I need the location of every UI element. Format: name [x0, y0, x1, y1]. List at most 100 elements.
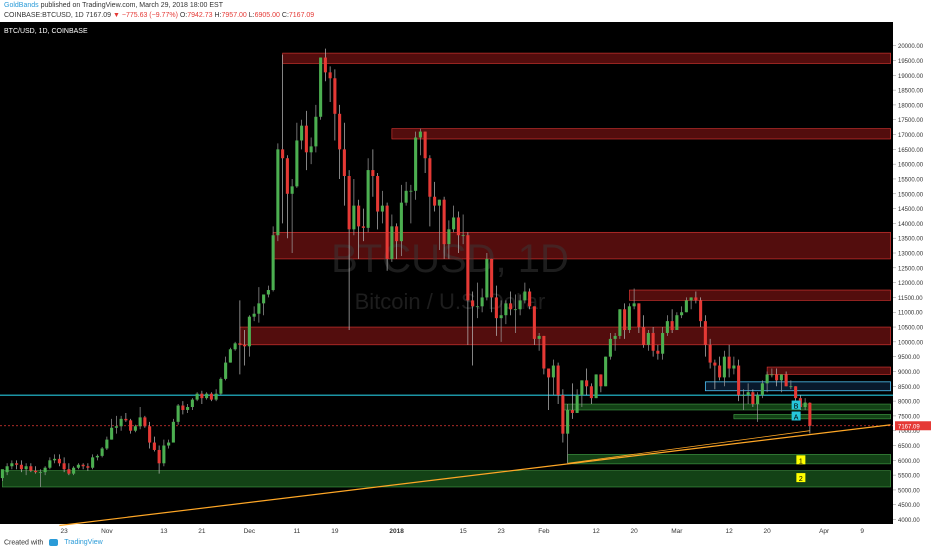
x-tick-label: 21: [198, 528, 206, 535]
candle-body: [371, 170, 375, 177]
last-price: 7167.09: [85, 12, 112, 19]
candle-body: [357, 205, 361, 227]
candle-body: [124, 418, 128, 421]
candle-body: [309, 146, 313, 153]
tradingview-logo-icon: [49, 539, 59, 546]
candle-body: [604, 356, 608, 387]
candle-body: [585, 380, 589, 387]
candle-body: [613, 335, 617, 339]
candle-body: [504, 303, 508, 316]
candle-body: [252, 313, 256, 317]
candle-body: [24, 466, 28, 470]
candle-body: [171, 421, 175, 443]
candle-body: [442, 199, 446, 245]
open-value: 7942.73: [187, 12, 213, 19]
candle-body: [542, 335, 546, 369]
tradingview-link[interactable]: TradingView: [64, 539, 103, 547]
candle-body: [537, 335, 541, 339]
candle-body: [399, 202, 403, 242]
candle-body: [513, 309, 517, 311]
candle-body: [708, 344, 712, 363]
candle-body: [314, 116, 318, 147]
candle-body: [72, 467, 76, 474]
candle-body: [243, 344, 247, 347]
y-tick-label: 4500.00: [898, 503, 920, 509]
candle-body: [62, 463, 66, 470]
x-tick-label: 9: [860, 528, 864, 535]
candle-body: [266, 290, 270, 295]
candle-body: [34, 470, 38, 473]
support-zone: [562, 403, 891, 411]
resistance-zone: [239, 326, 891, 346]
y-tick-label: 20000.00: [898, 44, 924, 50]
chart-header: GoldBands published on TradingView.com, …: [0, 0, 932, 22]
y-tick-label: 9500.00: [898, 355, 920, 361]
publish-info: GoldBands published on TradingView.com, …: [4, 1, 223, 10]
y-tick-label: 17500.00: [898, 118, 924, 124]
price-axis-background: [893, 22, 932, 524]
support-zone: [733, 414, 891, 420]
x-tick-label: 13: [160, 528, 168, 535]
candle-body: [556, 365, 560, 396]
y-tick-label: 5000.00: [898, 488, 920, 494]
marker-label-box: [791, 400, 801, 410]
candle-body: [319, 57, 323, 117]
candle-body: [333, 78, 337, 114]
footer: Created with TradingView: [0, 536, 932, 550]
trendline-support: [567, 430, 810, 464]
candle-body: [637, 303, 641, 328]
candle-body: [480, 297, 484, 307]
candle-body: [152, 442, 156, 450]
candle-body: [380, 205, 384, 212]
y-tick-label: 10500.00: [898, 326, 924, 332]
candle-body: [632, 303, 636, 307]
candle-body: [110, 427, 114, 440]
candle-body: [575, 395, 579, 413]
candle-body: [342, 149, 346, 177]
candle-body: [133, 426, 137, 431]
candle-body: [143, 417, 147, 427]
marker-label-A: A: [794, 414, 799, 421]
candle-body: [423, 131, 427, 159]
y-tick-label: 13000.00: [898, 252, 924, 258]
candle-body: [737, 365, 741, 396]
candle-body: [760, 383, 764, 396]
candle-body: [228, 349, 232, 363]
candle-body: [651, 332, 655, 351]
candle-body: [447, 229, 451, 245]
created-with: Created with TradingView: [4, 539, 103, 546]
candle-body: [295, 140, 299, 187]
candle-body: [594, 374, 598, 399]
y-tick-label: 5500.00: [898, 474, 920, 480]
candle-body: [176, 405, 180, 422]
author-link[interactable]: GoldBands: [4, 2, 39, 9]
x-tick-label: Apr: [819, 528, 830, 535]
y-tick-label: 7000.00: [898, 429, 920, 435]
candle-body: [10, 463, 14, 467]
candle-body: [352, 205, 356, 230]
candle-body: [138, 417, 142, 427]
candle-body: [718, 365, 722, 378]
candle-body: [437, 199, 441, 206]
candle-body: [770, 374, 774, 376]
candle-body: [428, 158, 432, 197]
candle-body: [775, 374, 779, 381]
candle-body: [100, 448, 104, 456]
x-tick-label: 19: [331, 528, 339, 535]
y-tick-label: 13500.00: [898, 237, 924, 243]
candle-body: [67, 469, 71, 474]
candle-body: [114, 426, 118, 428]
candle-body: [779, 374, 783, 381]
candle-body: [404, 190, 408, 203]
candle-body: [276, 149, 280, 236]
candle-body: [76, 464, 80, 468]
created-with-text: Created with: [4, 539, 44, 547]
close-value: 7167.09: [288, 12, 315, 19]
candle-body: [789, 386, 793, 388]
down-arrow-icon: ▼: [112, 12, 120, 19]
candle-body: [5, 466, 9, 473]
candle-body: [485, 258, 489, 298]
trendline: [59, 424, 891, 527]
candle-body: [665, 321, 669, 333]
